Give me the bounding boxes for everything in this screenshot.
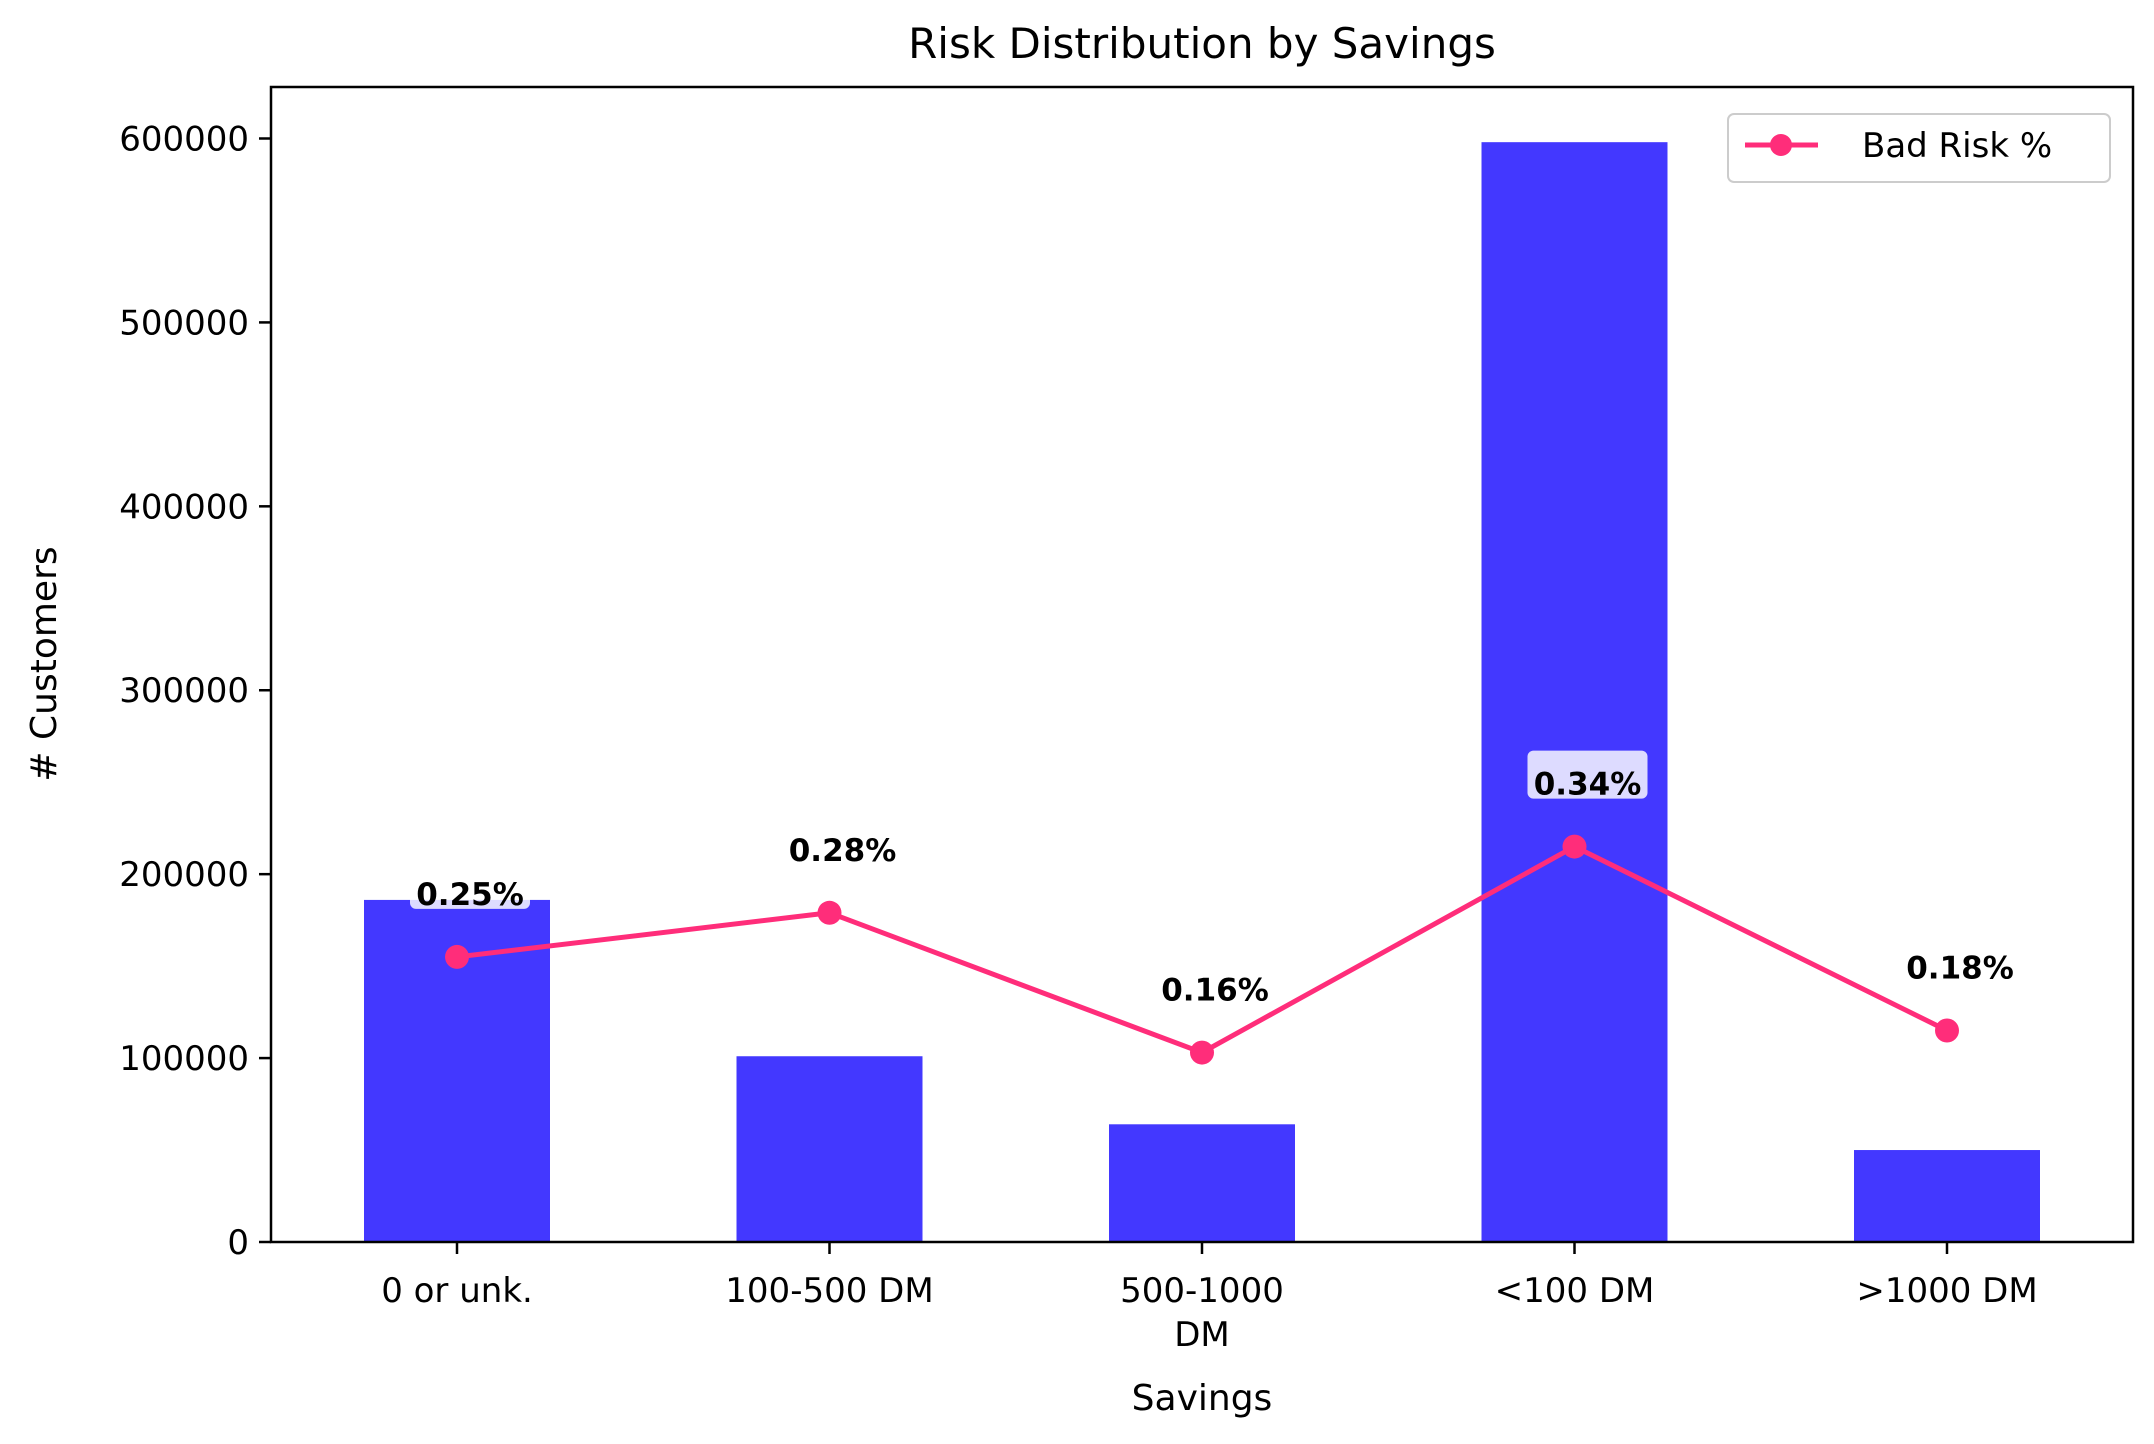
data-label: 0.16% <box>1161 973 1269 1009</box>
legend-entry-bad-risk: Bad Risk % <box>1862 126 2052 166</box>
legend: Bad Risk % <box>1727 113 2111 183</box>
y-tick-label: 300000 <box>119 671 249 711</box>
y-axis: 0 100000 200000 300000 400000 500000 600000 <box>119 119 271 1263</box>
line-series <box>445 834 1959 1065</box>
x-tick-label: >1000 DM <box>1856 1271 2037 1311</box>
line-point <box>1190 1040 1214 1065</box>
data-label: 0.18% <box>1906 950 2014 986</box>
y-tick-label: 500000 <box>119 303 249 343</box>
y-tick-label: 200000 <box>119 855 249 895</box>
data-label-background <box>1900 934 2020 983</box>
data-label-background <box>1527 750 1648 799</box>
data-label-background <box>410 860 530 909</box>
legend-box <box>1727 113 2111 183</box>
bar-group <box>364 142 2040 1242</box>
x-tick-label: 100-500 DM <box>725 1271 933 1311</box>
data-label-background <box>1155 956 1275 1005</box>
x-tick-label: 0 or unk. <box>381 1271 533 1311</box>
y-tick-label: 100000 <box>119 1039 249 1079</box>
line-point <box>1562 834 1587 859</box>
y-tick-label: 400000 <box>119 487 249 527</box>
line-point <box>445 944 469 969</box>
data-labels: 0.25% 0.28% 0.16% 0.34% 0.18% <box>410 750 2020 1009</box>
legend-marker-swatch <box>1770 134 1792 156</box>
bar <box>1109 1124 1295 1242</box>
bar <box>1481 142 1668 1242</box>
data-label: 0.34% <box>1534 767 1642 803</box>
y-tick-label: 0 <box>227 1223 249 1263</box>
bar <box>1854 1150 2040 1242</box>
data-label: 0.28% <box>789 833 897 869</box>
x-axis-title: Savings <box>1132 1378 1273 1419</box>
x-tick-label: 500-1000 DM <box>1120 1271 1284 1355</box>
y-tick-label: 600000 <box>119 119 249 159</box>
x-axis: 0 or unk. 100-500 DM 500-1000 DM <100 DM >100… <box>381 1242 2038 1355</box>
line-point <box>817 900 842 925</box>
y-axis-title: # Customers <box>24 546 65 781</box>
data-label: 0.25% <box>416 877 524 913</box>
data-label-background <box>782 816 903 865</box>
line-point <box>1935 1018 1959 1043</box>
x-tick-label: <100 DM <box>1495 1271 1655 1311</box>
series-line <box>456 844 1949 1056</box>
plot-frame <box>269 85 2135 1244</box>
bar <box>736 1056 923 1242</box>
chart-title: Risk Distribution by Savings <box>908 19 1496 68</box>
